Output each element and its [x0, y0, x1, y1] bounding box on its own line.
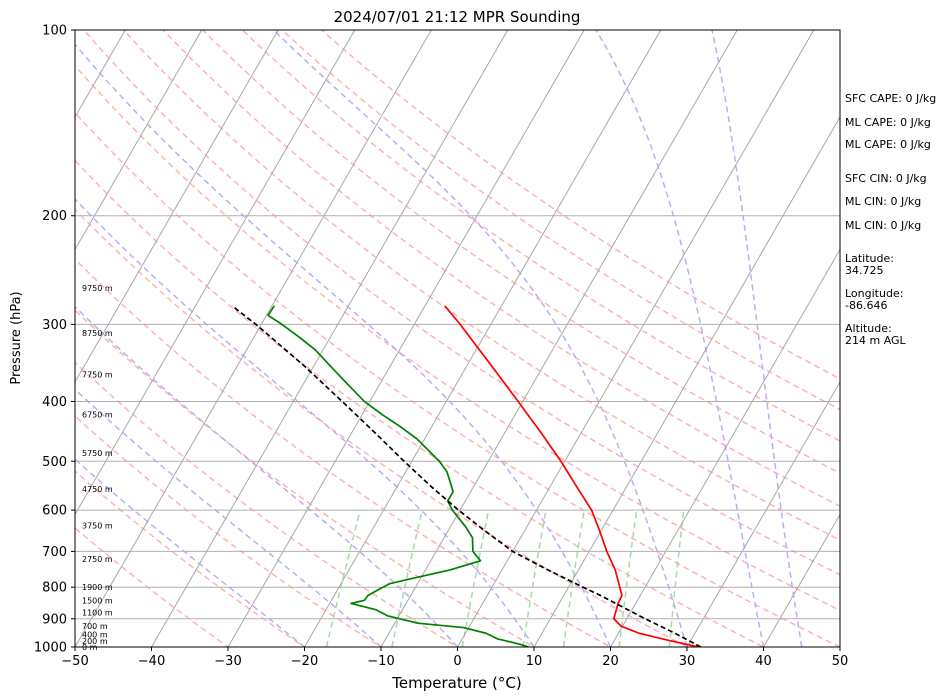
dry-adiabat-line	[82, 30, 840, 576]
y-tick-label: 100	[42, 24, 67, 39]
dry-adiabat-line	[75, 526, 230, 647]
sfc-cin-text: SFC CIN: 0 J/kg	[845, 172, 927, 185]
isotherm-line	[533, 116, 840, 647]
isotherm-line	[380, 30, 738, 647]
ml-cape-text: ML CAPE: 0 J/kg	[845, 116, 931, 129]
height-label: 200 m	[82, 637, 108, 646]
mixing-ratio-line	[522, 509, 547, 647]
isotherm-line	[304, 30, 662, 647]
isotherm-line	[75, 30, 203, 251]
y-axis-ticks: 1000 900 800 700 600 500 400 300 200 100	[34, 24, 75, 656]
altitude-value: 214 m AGL	[845, 334, 907, 347]
latitude-value: 34.725	[845, 264, 884, 277]
x-tick-label: 30	[679, 654, 696, 669]
dry-adiabat-line	[122, 30, 840, 541]
altitude-label: Altitude:	[845, 322, 892, 335]
isotherm-line	[227, 30, 585, 647]
dry-adiabat-line	[75, 361, 459, 647]
y-tick-label: 300	[42, 318, 67, 333]
isotherm-line	[75, 30, 279, 384]
isotherm-line	[763, 513, 840, 647]
x-axis-ticks: −50 −40 −30 −20 −10 0 10 20 30 40 50	[61, 647, 848, 669]
ml-cin-text: ML CIN: 0 J/kg	[845, 195, 921, 208]
sfc-cape-text: SFC CAPE: 0 J/kg	[845, 92, 936, 105]
dry-adiabat-line	[75, 258, 613, 647]
isotherm-line	[151, 30, 509, 647]
dry-adiabat-line	[75, 470, 306, 647]
y-axis-label: Pressure (hPa)	[9, 291, 24, 384]
dry-adiabat-line	[75, 208, 689, 647]
isotherm-line	[686, 381, 840, 647]
dry-adiabat-line	[162, 30, 840, 508]
height-label: 1900 m	[82, 583, 113, 592]
height-label: 1500 m	[82, 596, 113, 605]
info-panel: SFC CAPE: 0 J/kg ML CAPE: 0 J/kg ML CAPE…	[845, 92, 936, 347]
height-label: 4750 m	[82, 485, 113, 494]
height-label: 2750 m	[82, 555, 113, 564]
isotherm-line	[75, 30, 432, 647]
plot-frame	[74, 29, 841, 648]
x-tick-label: −10	[367, 654, 394, 669]
mixing-ratio-line	[325, 509, 361, 647]
x-tick-label: 50	[832, 654, 849, 669]
x-tick-label: −50	[61, 654, 88, 669]
x-tick-label: 10	[526, 654, 543, 669]
height-label: 8750 m	[82, 329, 113, 338]
height-label: 9750 m	[82, 284, 113, 293]
x-tick-label: 20	[602, 654, 619, 669]
chart-title: 2024/07/01 21:12 MPR Sounding	[334, 8, 581, 26]
y-tick-label: 700	[42, 545, 67, 560]
dry-adiabat-line	[75, 159, 766, 647]
isotherm-line	[75, 30, 356, 516]
y-tick-label: 200	[42, 209, 67, 224]
dry-adiabat-line	[280, 30, 840, 411]
mixing-ratio-line	[391, 509, 423, 647]
height-label: 7750 m	[82, 371, 113, 380]
longitude-value: -86.646	[845, 299, 887, 312]
moist-adiabat-line	[75, 458, 305, 647]
dry-adiabat-line	[75, 111, 840, 647]
height-label: 5750 m	[82, 449, 113, 458]
sounding-profiles	[231, 305, 702, 647]
isotherm-line	[457, 30, 815, 647]
y-tick-label: 500	[42, 455, 67, 470]
height-label: 400 m	[82, 631, 108, 640]
height-label: 6750 m	[82, 411, 113, 420]
x-tick-label: −20	[291, 654, 318, 669]
x-axis-label: Temperature (°C)	[391, 674, 521, 692]
ml-cin-text: ML CIN: 0 J/kg	[845, 219, 921, 232]
longitude-label: Longitude:	[845, 287, 903, 300]
pressure-gridlines	[75, 29, 840, 648]
x-tick-label: 0	[453, 654, 461, 669]
x-tick-label: −30	[214, 654, 241, 669]
moist-adiabat-line	[595, 30, 765, 647]
height-label: 3750 m	[82, 521, 113, 530]
height-label: 700 m	[82, 622, 108, 631]
moist-adiabat-line	[75, 388, 382, 647]
moist-adiabat-line	[711, 30, 803, 647]
y-tick-label: 800	[42, 581, 67, 596]
parcel-profile-line	[231, 305, 702, 647]
y-tick-label: 600	[42, 504, 67, 519]
isotherm-line	[610, 248, 840, 647]
dewpoint-profile-line	[267, 305, 529, 647]
y-tick-label: 400	[42, 395, 67, 410]
moist-adiabat-line	[75, 305, 459, 647]
latitude-label: Latitude:	[845, 252, 894, 265]
y-tick-label: 1000	[34, 641, 67, 656]
height-label: 1100 m	[82, 609, 113, 618]
y-tick-label: 900	[42, 612, 67, 627]
ml-cape-text: ML CAPE: 0 J/kg	[845, 138, 931, 151]
temperature-profile-line	[444, 305, 699, 647]
x-tick-label: −40	[138, 654, 165, 669]
dry-adiabat-line	[75, 415, 383, 647]
moist-adiabat-line	[75, 43, 612, 647]
dry-adiabat-line	[241, 30, 840, 442]
dry-adiabat-line	[75, 309, 536, 647]
x-tick-label: 40	[755, 654, 772, 669]
